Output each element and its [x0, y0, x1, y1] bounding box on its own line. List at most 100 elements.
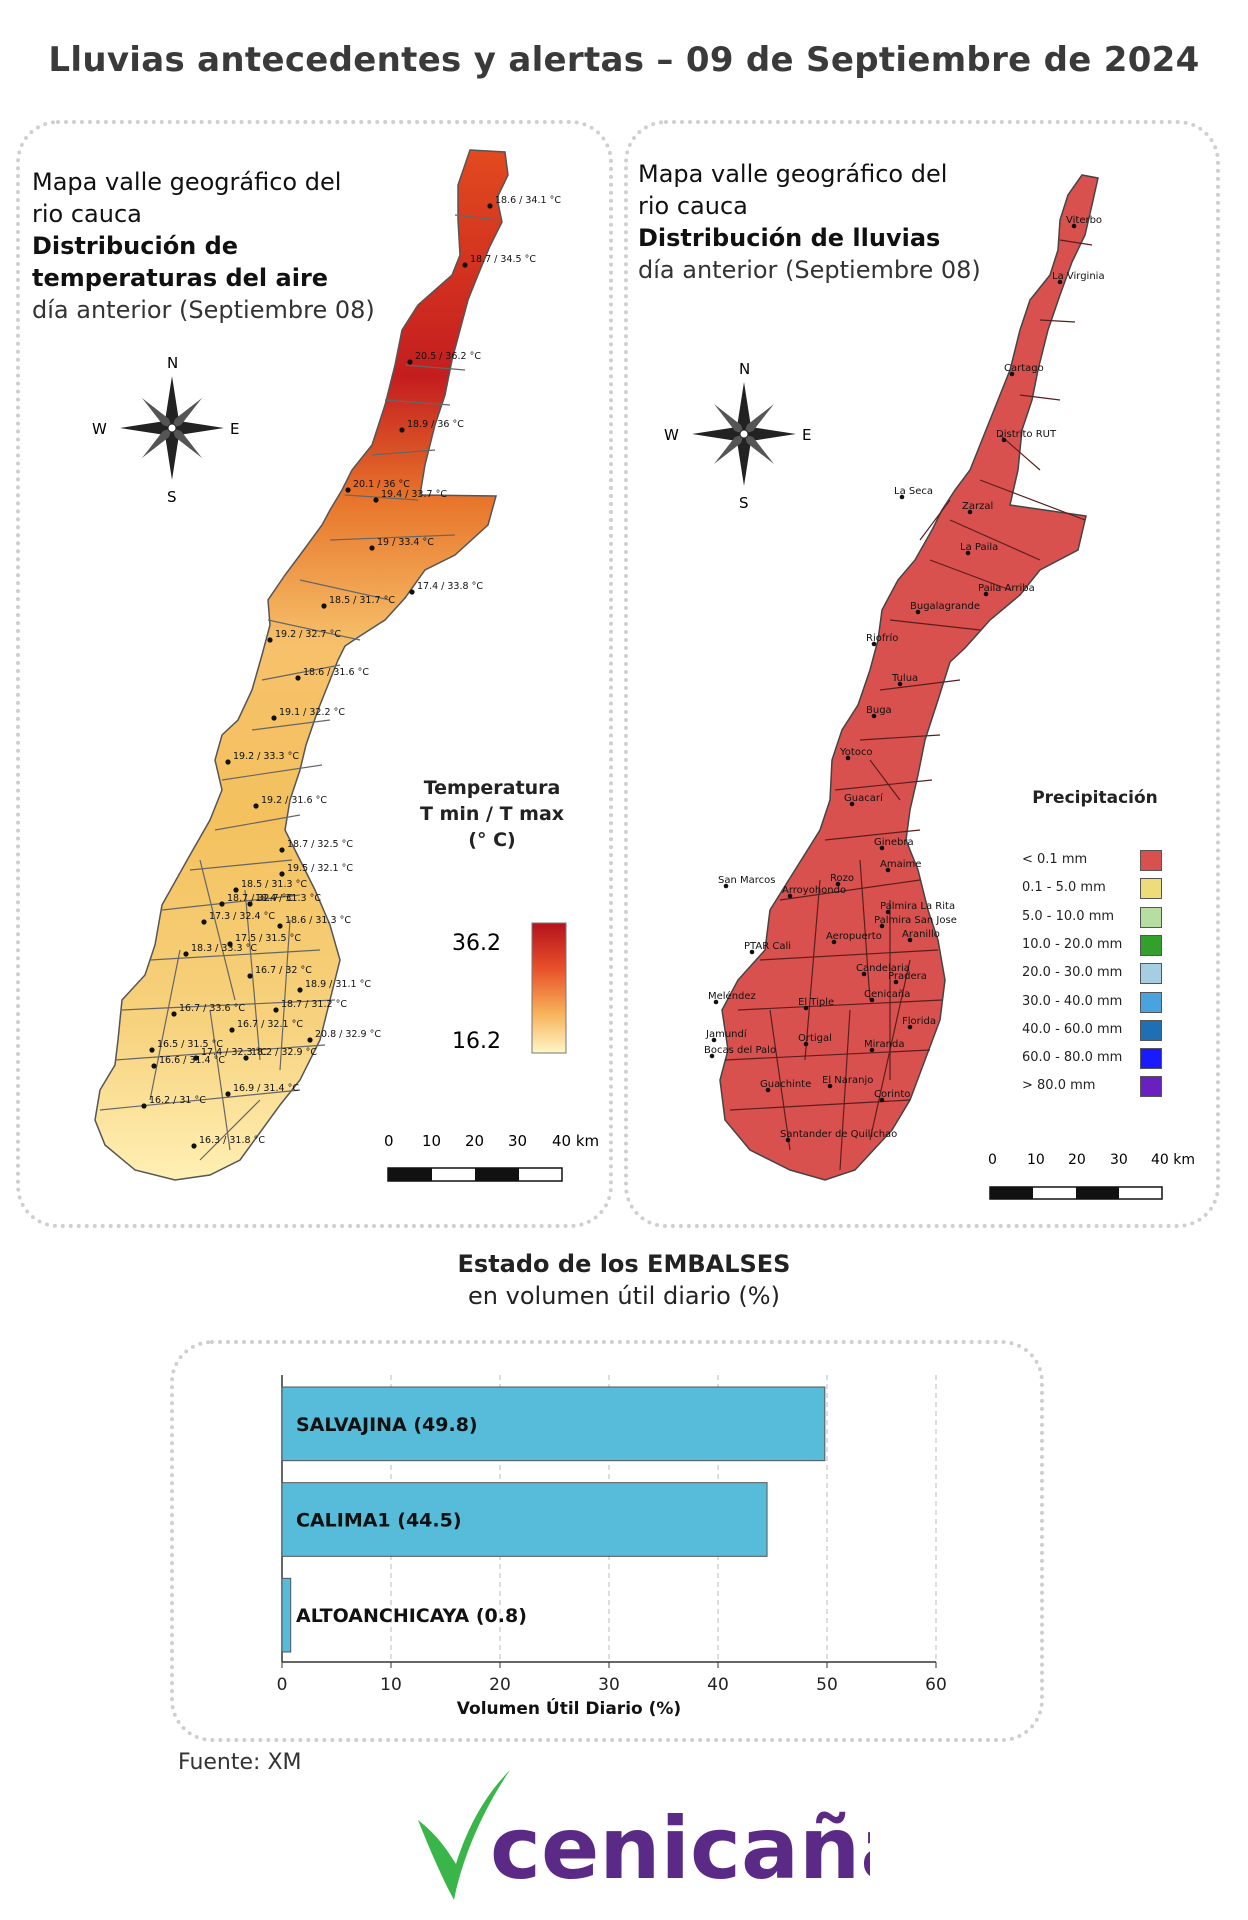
rain-title-line3: Distribución de lluvias: [638, 224, 941, 252]
temp-station-label: 18.7 / 32.7 °C: [227, 893, 293, 904]
compass-rose-icon: N S W E: [664, 360, 811, 512]
temp-station-label: 16.5 / 31.5 °C: [157, 1039, 223, 1050]
temp-legend-max: 36.2: [452, 931, 501, 956]
temp-station-label: 16.7 / 33.6 °C: [179, 1003, 245, 1014]
temp-station-label: 16.7 / 32.1 °C: [237, 1019, 303, 1030]
temp-scale-label-30: 30: [508, 1132, 527, 1150]
rain-scale-label-20: 20: [1068, 1152, 1086, 1168]
x-tick-label: 0: [277, 1675, 288, 1695]
rain-station-label: Santander de Quilichao: [780, 1129, 897, 1140]
rain-station-label: La Paila: [960, 542, 998, 553]
temp-station-dot: [279, 871, 285, 877]
x-tick-label: 40: [707, 1675, 729, 1695]
rain-legend-label: 5.0 - 10.0 mm: [1022, 908, 1115, 924]
rain-legend-item: 40.0 - 60.0 mm: [1022, 1019, 1192, 1042]
rain-station-label: El Tiple: [798, 997, 834, 1008]
reservoir-bar-label: ALTOANCHICAYA (0.8): [296, 1605, 527, 1627]
rain-legend-item: 5.0 - 10.0 mm: [1022, 906, 1192, 929]
svg-text:S: S: [739, 494, 749, 512]
temp-station-label: 18.5 / 31.3 °C: [241, 879, 307, 890]
reservoir-bar: [281, 1386, 826, 1462]
rain-station-dot: [907, 937, 913, 943]
rain-legend-item: > 80.0 mm: [1022, 1076, 1192, 1098]
temp-station-dot: [277, 923, 283, 929]
rain-station-dot: [899, 494, 905, 500]
temp-station-dot: [407, 359, 413, 365]
rain-station-label: Zarzal: [962, 501, 993, 512]
rain-station-label: Cenicaña: [864, 989, 910, 1000]
temp-station-dot: [247, 973, 253, 979]
temperature-polygon-boundaries: [99, 214, 499, 1161]
rain-station-dot: [915, 609, 921, 615]
rain-station-dot: [827, 1083, 833, 1089]
rain-legend-item: 10.0 - 20.0 mm: [1022, 934, 1192, 957]
temp-station-dot: [487, 203, 493, 209]
temp-station-dot: [149, 1047, 155, 1053]
temp-title-line5: día anterior (Septiembre 08): [32, 296, 375, 324]
temp-legend-min: 16.2: [452, 1029, 501, 1054]
rain-station-dot: [785, 1137, 791, 1143]
temp-station-dot: [227, 941, 233, 947]
rain-station-label: Meléndez: [708, 990, 756, 1002]
temp-station-dot: [253, 803, 259, 809]
rain-station-dot: [787, 893, 793, 899]
rain-legend-label: > 80.0 mm: [1022, 1078, 1096, 1094]
rain-scale-label-0: 0: [988, 1152, 997, 1168]
rain-station-label: Guacarí: [844, 792, 884, 804]
rain-station-dot: [869, 997, 875, 1003]
rain-scale-label-30: 30: [1110, 1152, 1128, 1168]
rain-station-label: PTAR Cali: [744, 941, 791, 952]
rain-station-dot: [907, 1024, 913, 1030]
rain-scale-label-40: 40 km: [1151, 1152, 1195, 1168]
temp-title-line1: Mapa valle geográfico del: [32, 168, 342, 196]
temp-station-label: 19 / 33.4 °C: [377, 537, 434, 548]
temp-station-label: 17.4 / 33.8 °C: [417, 581, 483, 592]
temp-station-dot: [273, 1007, 279, 1013]
rain-station-label: Palmira La Rita: [880, 901, 955, 912]
rain-station-dot: [893, 979, 899, 985]
source-note: Fuente: XM: [178, 1750, 302, 1775]
svg-text:S: S: [167, 488, 177, 506]
rain-station-label: Corinto: [874, 1089, 910, 1100]
rain-legend-swatch: [1140, 991, 1162, 1013]
cenicana-logo-text: cenicaña: [490, 1799, 870, 1899]
rain-station-label: Yotoco: [839, 747, 873, 758]
rain-station-dot: [803, 1041, 809, 1047]
temp-station-label: 19.1 / 32.2 °C: [279, 707, 345, 718]
rain-station-label: Palmira San Jose: [874, 915, 957, 926]
temp-station-label: 20.5 / 36.2 °C: [415, 351, 481, 362]
rain-station-label: Florida: [902, 1016, 936, 1027]
svg-text:E: E: [230, 420, 239, 438]
temp-station-label: 20.1 / 36 °C: [353, 479, 410, 490]
rain-legend-item: < 0.1 mm: [1022, 850, 1192, 872]
rain-station-label: Amaime: [880, 859, 921, 870]
temp-station-label: 16.3 / 31.8 °C: [199, 1135, 265, 1146]
temp-station-dot: [225, 1091, 231, 1097]
temp-station-label: 18.6 / 31.3 °C: [285, 915, 351, 926]
rainfall-map-panel: [624, 120, 1220, 1228]
temp-station-dot: [219, 901, 225, 907]
temp-station-dot: [307, 1037, 313, 1043]
rainfall-station-layer: Viterbo La Virginia Cartago Distrito RUT La …: [704, 215, 1105, 1143]
x-tick-label: 50: [816, 1675, 838, 1695]
temp-station-dot: [409, 589, 415, 595]
temp-station-dot: [369, 545, 375, 551]
temp-station-label: 18.4 / 31.3 °C: [255, 893, 321, 904]
temp-station-dot: [295, 675, 301, 681]
temperature-color-scale: [531, 922, 567, 1054]
rain-station-dot: [967, 509, 973, 515]
temp-station-label: 18.7 / 31.2 °C: [281, 999, 347, 1010]
rain-title-line2: rio cauca: [638, 192, 748, 220]
svg-text:N: N: [739, 360, 750, 378]
rain-station-dot: [871, 641, 877, 647]
rain-legend-item: 60.0 - 80.0 mm: [1022, 1048, 1192, 1070]
temperature-map-panel: [16, 120, 613, 1228]
x-tick-label: 30: [598, 1675, 620, 1695]
temperature-map: N S W E 18.6 / 34.1 °C 18.7 / 34.5 °C 20.5…: [92, 149, 599, 1182]
rain-station-dot: [879, 923, 885, 929]
cenicana-logo: cenicaña: [418, 1770, 870, 1900]
rain-station-label: Ortigal: [798, 1033, 832, 1044]
rain-station-label: Aeropuerto: [826, 931, 882, 942]
cenicana-leaf-icon: [418, 1770, 510, 1900]
rain-legend-item: 0.1 - 5.0 mm: [1022, 878, 1192, 900]
